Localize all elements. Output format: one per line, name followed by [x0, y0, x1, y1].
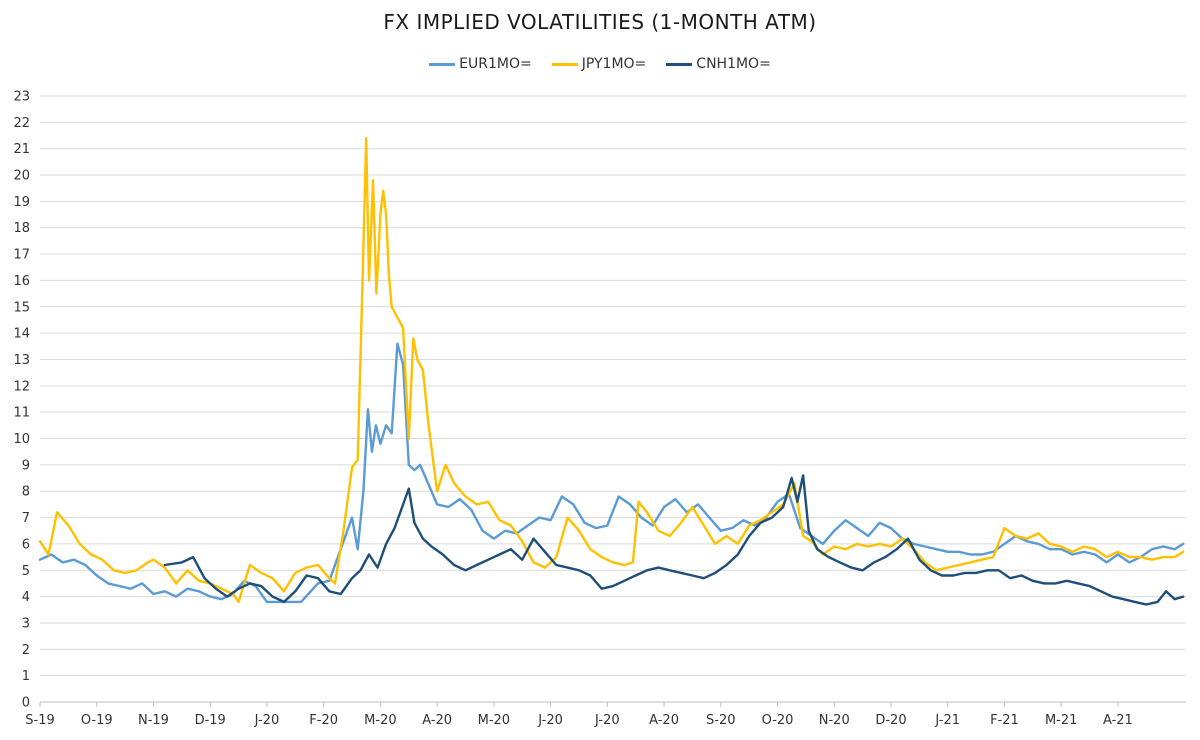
- x-tick-label: M-20: [364, 713, 396, 728]
- y-tick-label: 14: [13, 327, 30, 342]
- axis-layer: 01234567891011121314151617181920212223S-…: [13, 90, 1186, 728]
- x-tick-label: N-19: [138, 713, 169, 728]
- y-tick-label: 15: [13, 300, 30, 315]
- y-tick-label: 2: [22, 643, 30, 658]
- y-tick-label: 18: [13, 221, 30, 236]
- y-tick-label: 8: [22, 485, 30, 500]
- x-tick-label: A-20: [422, 713, 452, 728]
- legend-label: CNH1MO=: [696, 56, 771, 72]
- y-tick-label: 23: [13, 90, 30, 105]
- x-tick-label: O-20: [762, 713, 794, 728]
- legend-item: JPY1MO=: [551, 56, 647, 72]
- legend-item: CNH1MO=: [666, 56, 771, 72]
- legend-swatch: [429, 62, 456, 66]
- y-tick-label: 11: [13, 406, 30, 421]
- x-tick-label: J-20: [254, 713, 280, 728]
- grid-layer: [40, 95, 1186, 677]
- x-tick-label: O-19: [81, 713, 113, 728]
- y-tick-label: 20: [13, 169, 30, 184]
- x-tick-label: N-20: [819, 713, 850, 728]
- y-tick-label: 6: [22, 537, 30, 552]
- x-tick-label: S-19: [25, 713, 55, 728]
- legend-swatch: [666, 62, 693, 66]
- x-tick-label: J-20: [537, 713, 563, 728]
- y-tick-label: 12: [13, 379, 30, 394]
- y-tick-label: 5: [22, 564, 30, 579]
- x-tick-label: A-21: [1103, 713, 1133, 728]
- chart-title: FX IMPLIED VOLATILITIES (1-MONTH ATM): [383, 10, 817, 34]
- y-tick-label: 1: [22, 669, 30, 684]
- legend-swatch: [551, 62, 578, 66]
- y-tick-label: 7: [22, 511, 30, 526]
- series-line-eur1mo: [38, 342, 1185, 604]
- x-tick-label: F-20: [309, 713, 338, 728]
- y-tick-label: 19: [13, 195, 30, 210]
- legend-label: JPY1MO=: [581, 56, 647, 72]
- y-tick-label: 21: [13, 142, 30, 157]
- series-layer: [38, 137, 1185, 606]
- series-line-jpy1mo: [38, 137, 1185, 604]
- x-tick-label: J-21: [934, 713, 960, 728]
- y-tick-label: 3: [22, 616, 30, 631]
- y-tick-label: 22: [13, 116, 30, 131]
- x-tick-label: M-21: [1045, 713, 1077, 728]
- x-tick-label: D-20: [875, 713, 906, 728]
- series-line-cnh1mo: [163, 474, 1185, 606]
- y-tick-label: 0: [22, 696, 30, 711]
- y-tick-label: 10: [13, 432, 30, 447]
- legend-item: EUR1MO=: [429, 56, 532, 72]
- x-tick-label: M-20: [478, 713, 510, 728]
- y-tick-label: 9: [22, 458, 30, 473]
- x-tick-label: A-20: [649, 713, 679, 728]
- x-tick-label: D-19: [195, 713, 226, 728]
- y-tick-label: 17: [13, 248, 30, 263]
- x-tick-label: F-21: [990, 713, 1019, 728]
- x-tick-label: J-20: [594, 713, 620, 728]
- legend: EUR1MO= JPY1MO= CNH1MO=: [0, 56, 1200, 72]
- x-tick-label: S-20: [706, 713, 736, 728]
- legend-label: EUR1MO=: [459, 56, 532, 72]
- y-tick-label: 13: [13, 353, 30, 368]
- y-tick-label: 4: [22, 590, 30, 605]
- y-tick-label: 16: [13, 274, 30, 289]
